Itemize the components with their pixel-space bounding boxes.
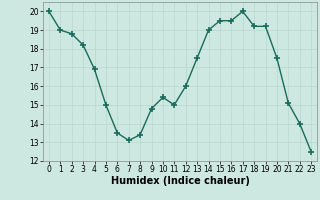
X-axis label: Humidex (Indice chaleur): Humidex (Indice chaleur) xyxy=(111,176,249,186)
